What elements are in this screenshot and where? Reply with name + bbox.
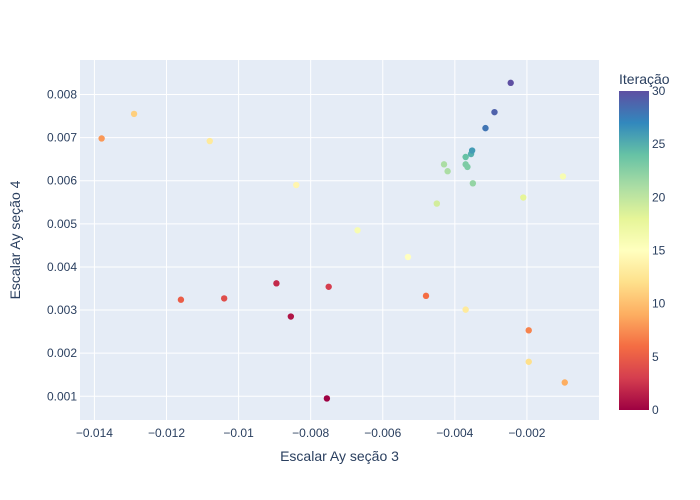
data-point[interactable] <box>525 358 532 365</box>
x-tick-label: −0.006 <box>364 426 401 440</box>
data-point[interactable] <box>469 180 477 187</box>
y-tick-label: 0.007 <box>47 131 77 145</box>
data-point[interactable] <box>177 296 185 303</box>
colorbar-tick-label: 30 <box>652 84 666 98</box>
y-tick-label: 0.005 <box>47 217 77 231</box>
data-point[interactable] <box>404 253 412 261</box>
colorbar-tick-label: 0 <box>652 403 659 417</box>
y-tick-label: 0.004 <box>47 260 77 274</box>
data-point[interactable] <box>468 147 476 154</box>
data-point[interactable] <box>354 227 361 234</box>
data-point[interactable] <box>464 163 471 171</box>
data-points <box>98 79 568 402</box>
data-point[interactable] <box>323 395 331 402</box>
colorbar-title: Iteração <box>619 71 670 87</box>
data-point[interactable] <box>507 79 514 87</box>
plot-area <box>80 60 599 420</box>
y-tick-labels: 0.001 0.002 0.003 0.004 0.005 0.006 0.007 0.008 <box>47 87 77 403</box>
data-point[interactable] <box>220 295 228 302</box>
y-axis-title: Escalar Ay seção 4 <box>7 180 23 299</box>
data-point[interactable] <box>462 153 469 161</box>
y-tick-label: 0.006 <box>47 174 77 188</box>
y-tick-label: 0.008 <box>47 87 77 101</box>
colorbar-tick-label: 25 <box>652 137 666 151</box>
data-point[interactable] <box>293 181 300 189</box>
x-tick-label: −0.012 <box>148 426 185 440</box>
data-point[interactable] <box>273 280 280 287</box>
x-tick-label: −0.004 <box>436 426 473 440</box>
colorbar-ticks: 0 5 10 15 20 25 30 <box>652 84 666 417</box>
colorbar: Iteração 0 5 10 15 20 25 30 <box>619 71 670 417</box>
data-point[interactable] <box>462 306 469 313</box>
data-point[interactable] <box>491 108 498 116</box>
x-tick-label: −0.014 <box>76 426 113 440</box>
data-point[interactable] <box>130 110 138 118</box>
data-point[interactable] <box>206 137 213 145</box>
data-point[interactable] <box>559 173 567 180</box>
data-point[interactable] <box>482 124 489 132</box>
x-tick-labels: −0.014 −0.012 −0.01 −0.008 −0.006 −0.004 −0.00… <box>76 426 546 440</box>
gridlines <box>80 60 599 420</box>
data-point[interactable] <box>440 161 448 168</box>
data-point[interactable] <box>525 327 532 334</box>
data-point[interactable] <box>520 194 527 201</box>
x-axis-title: Escalar Ay seção 3 <box>280 448 399 464</box>
data-point[interactable] <box>325 283 332 290</box>
colorbar-tick-label: 20 <box>652 190 666 204</box>
colorbar-gradient <box>619 91 649 410</box>
x-tick-label: −0.01 <box>223 426 254 440</box>
data-point[interactable] <box>561 379 568 386</box>
colorbar-tick-label: 10 <box>652 297 666 311</box>
y-tick-label: 0.001 <box>47 389 77 403</box>
data-point[interactable] <box>98 135 105 142</box>
x-tick-label: −0.002 <box>508 426 545 440</box>
y-tick-label: 0.003 <box>47 303 77 317</box>
data-point[interactable] <box>287 313 295 320</box>
colorbar-tick-label: 5 <box>652 350 659 364</box>
data-point[interactable] <box>422 292 430 300</box>
data-point[interactable] <box>444 168 451 175</box>
data-point[interactable] <box>433 200 441 207</box>
y-tick-label: 0.002 <box>47 346 77 360</box>
x-tick-label: −0.008 <box>292 426 329 440</box>
colorbar-tick-label: 15 <box>652 244 666 258</box>
